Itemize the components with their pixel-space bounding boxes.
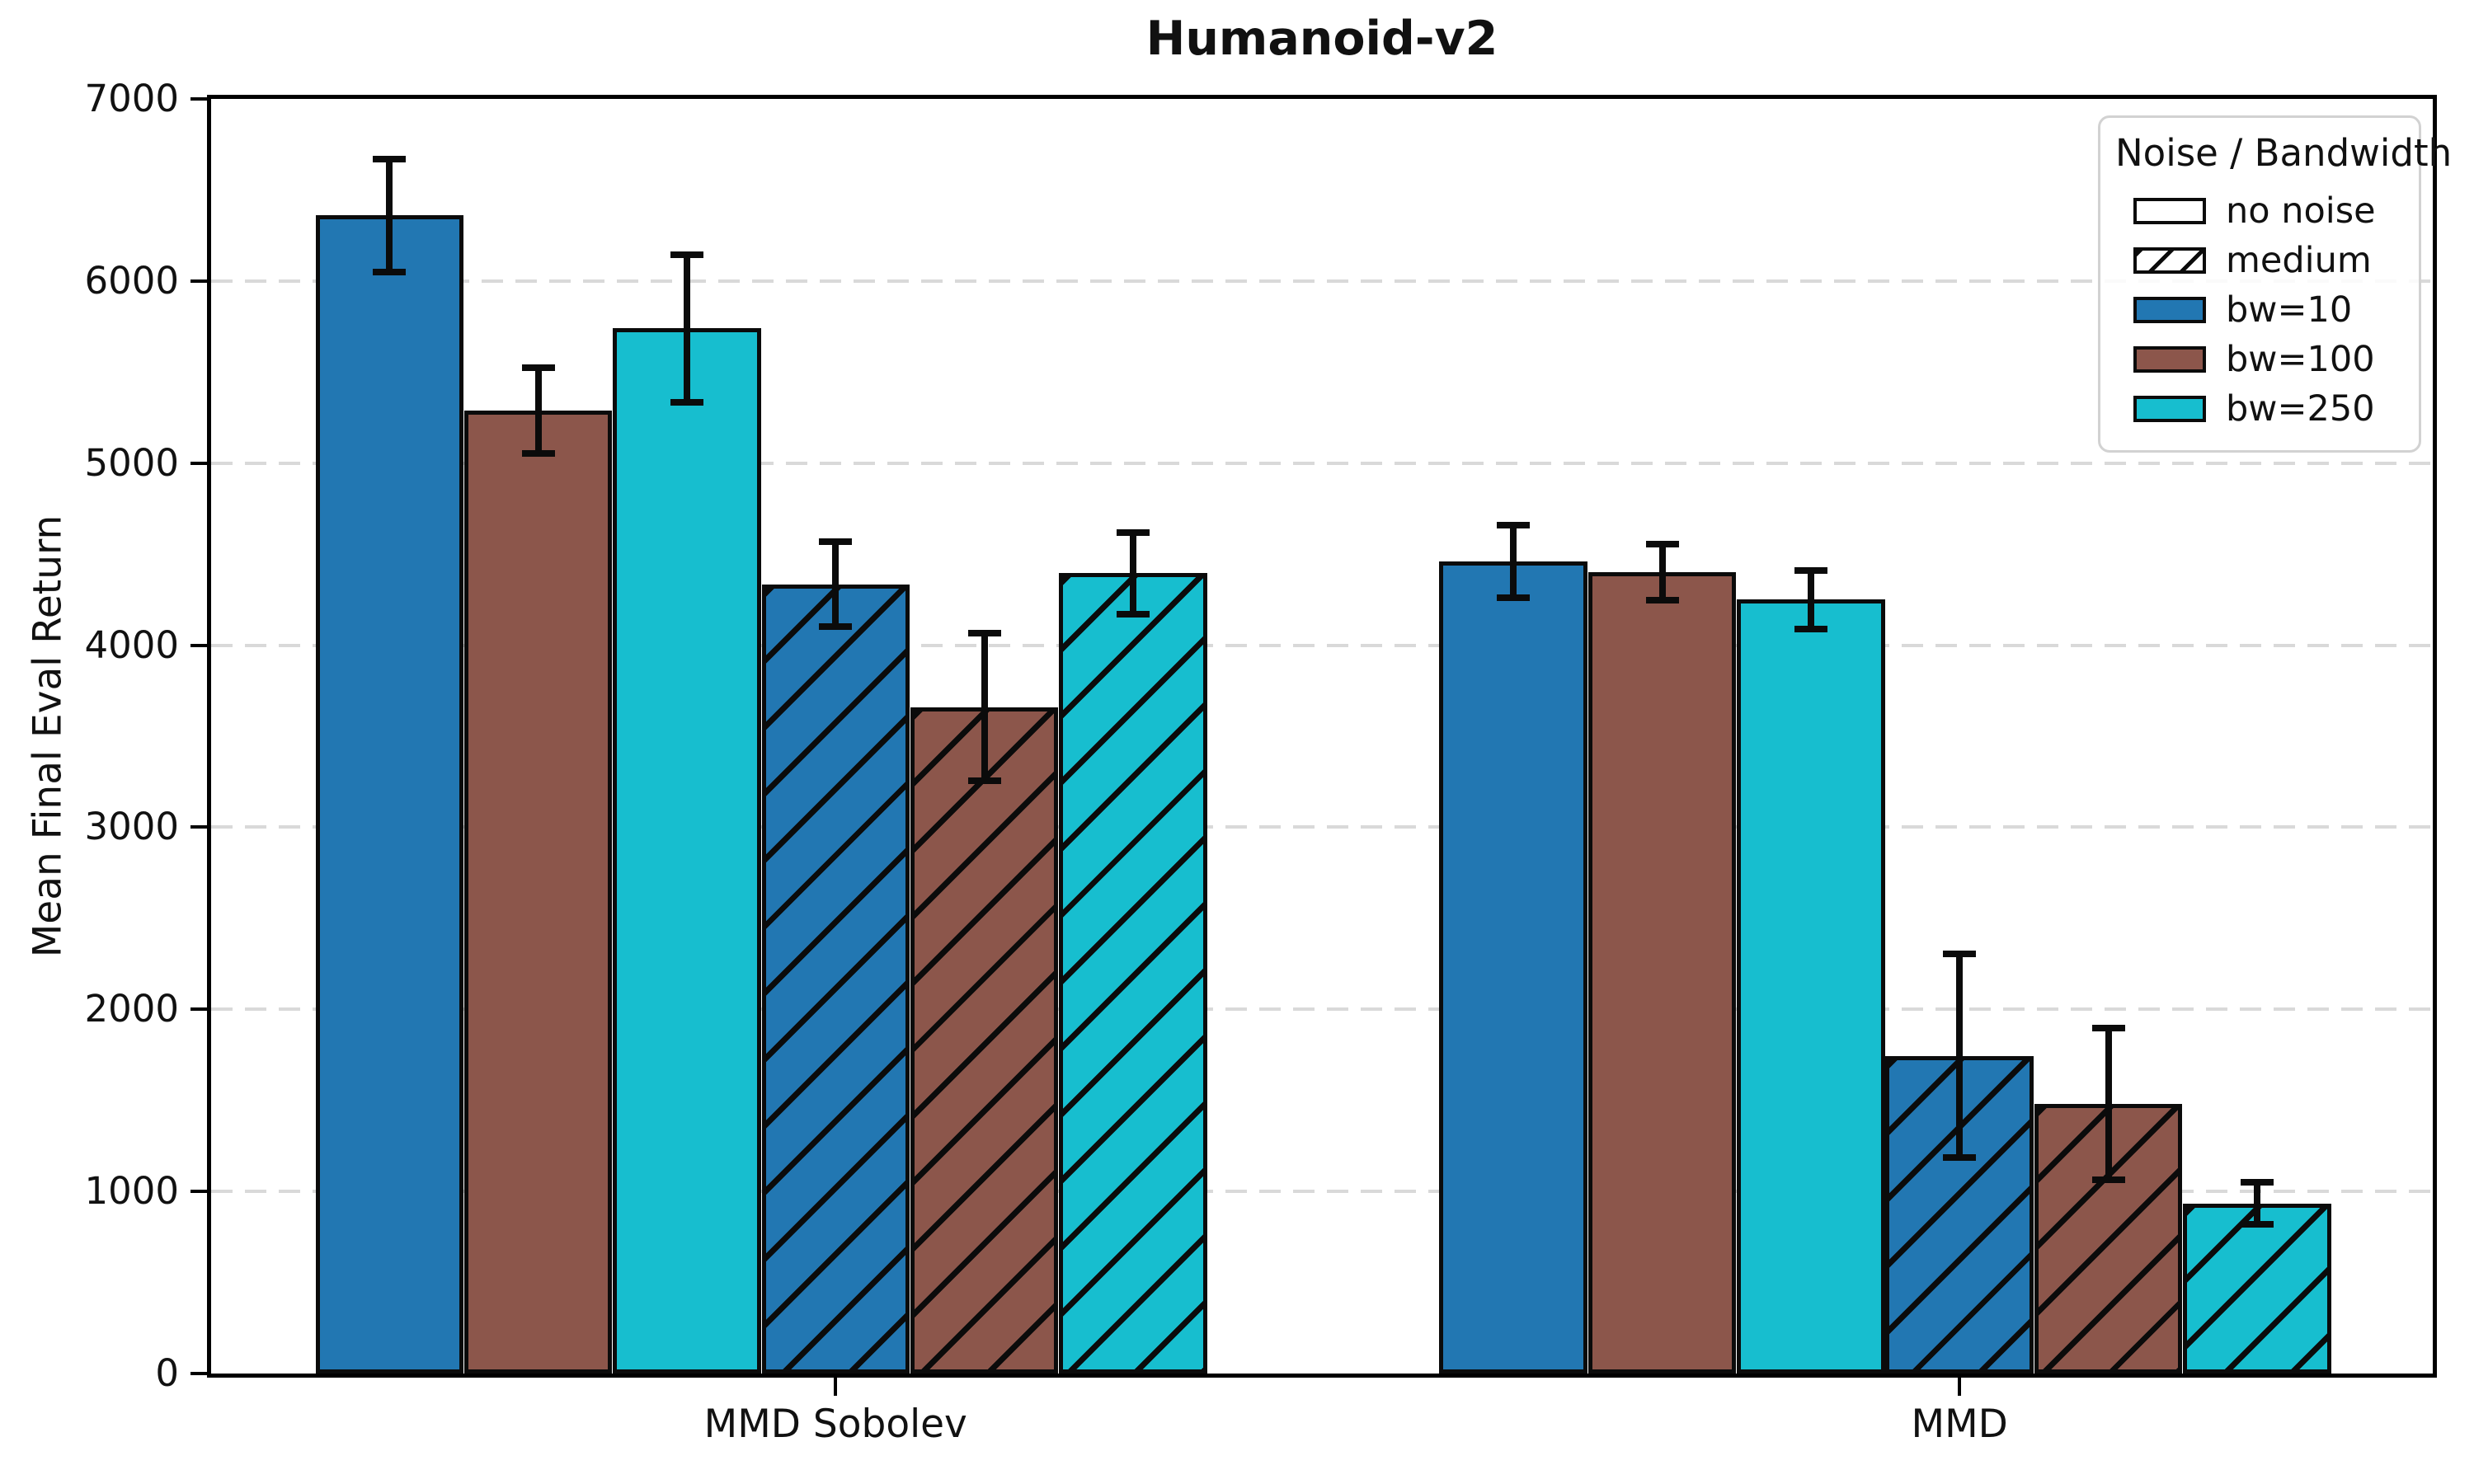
error-bar-line xyxy=(1956,953,1964,1158)
y-tick-label-0: 0 xyxy=(155,1351,179,1395)
error-bar-cap-top xyxy=(1116,528,1150,536)
legend-swatch-solid xyxy=(2133,346,2206,373)
plot-area: Noise / Bandwidth no noise medium bw=10 bw=… xyxy=(207,95,2453,1378)
error-bar-cap-top xyxy=(1943,950,1977,957)
y-tick-mark-7000 xyxy=(190,97,207,101)
x-tick-label-mmd-sobolev: MMD Sobolev xyxy=(703,1402,967,1447)
bar-mmd-no-noise-bw-10 xyxy=(1439,561,1587,1374)
legend-label: bw=100 xyxy=(2226,339,2375,380)
error-bar-cap-top xyxy=(1794,567,1827,575)
legend-entry-medium: medium xyxy=(2115,236,2404,285)
error-bar-cap-top xyxy=(1497,521,1531,528)
error-bar-cap-top xyxy=(2240,1179,2274,1186)
bar-mmd-medium-bw-250 xyxy=(2183,1203,2331,1374)
legend-swatch-solid xyxy=(2133,396,2206,422)
error-bar-cap-bottom xyxy=(521,449,555,457)
error-bar-line xyxy=(386,158,393,272)
y-tick-label-3000: 3000 xyxy=(84,805,179,849)
error-bar-cap-bottom xyxy=(1116,611,1150,618)
y-tick-mark-5000 xyxy=(190,461,207,465)
error-bar-cap-top xyxy=(373,155,407,162)
error-bar-cap-bottom xyxy=(670,398,703,406)
gridline-y-1000 xyxy=(211,1190,2433,1194)
y-tick-mark-3000 xyxy=(190,825,207,829)
x-tick-mark-0 xyxy=(834,1378,838,1396)
legend-label: no noise xyxy=(2226,190,2376,232)
error-bar-cap-top xyxy=(521,364,555,371)
error-bar-line xyxy=(2253,1182,2260,1224)
legend-entry-bw-10: bw=10 xyxy=(2115,285,2404,335)
legend-swatch-solid xyxy=(2133,198,2206,224)
error-bar-cap-bottom xyxy=(1794,625,1827,632)
legend-title: Noise / Bandwidth xyxy=(2115,131,2453,175)
legend-label: bw=250 xyxy=(2226,388,2375,430)
error-bar-cap-bottom xyxy=(2240,1220,2274,1228)
y-tick-label-1000: 1000 xyxy=(84,1169,179,1214)
error-bar-line xyxy=(2105,1028,2112,1180)
y-tick-label-7000: 7000 xyxy=(84,77,179,120)
error-bar-line xyxy=(1658,543,1666,601)
x-tick-label-mmd: MMD xyxy=(1911,1402,2008,1447)
error-bar-line xyxy=(1510,524,1517,599)
error-bar-line xyxy=(683,254,690,402)
bar-mmd-sobolev-medium-bw-10 xyxy=(761,584,910,1374)
bar-mmd-sobolev-no-noise-bw-250 xyxy=(613,328,761,1374)
y-tick-label-4000: 4000 xyxy=(84,622,179,667)
legend-entry-bw-250: bw=250 xyxy=(2115,384,2404,434)
legend-label: bw=10 xyxy=(2226,289,2353,331)
legend-label: medium xyxy=(2226,240,2372,281)
y-tick-mark-2000 xyxy=(190,1007,207,1012)
y-axis-label: Mean Final Eval Return xyxy=(25,514,71,958)
legend-swatch-hatched xyxy=(2133,247,2206,274)
gridline-y-3000 xyxy=(211,825,2433,829)
error-bar-line xyxy=(534,367,542,453)
error-bar-cap-bottom xyxy=(819,623,853,631)
error-bar-cap-bottom xyxy=(373,268,407,275)
legend-entry-no-noise: no noise xyxy=(2115,186,2404,236)
legend-swatch-solid xyxy=(2133,297,2206,323)
error-bar-cap-bottom xyxy=(967,777,1001,785)
error-bar-cap-bottom xyxy=(2091,1176,2125,1183)
y-tick-label-2000: 2000 xyxy=(84,987,179,1031)
legend-entries: no noise medium bw=10 bw=100 bw=250 xyxy=(2115,186,2404,434)
y-tick-mark-6000 xyxy=(190,279,207,283)
bar-mmd-sobolev-no-noise-bw-100 xyxy=(463,410,613,1374)
error-bar-cap-top xyxy=(670,251,703,258)
error-bar-cap-top xyxy=(2091,1025,2125,1032)
chart-title: Humanoid-v2 xyxy=(1145,12,1498,66)
error-bar-cap-bottom xyxy=(1497,594,1531,602)
legend: Noise / Bandwidth no noise medium bw=10 bw=… xyxy=(2098,115,2453,453)
error-bar-cap-top xyxy=(819,538,853,545)
bar-mmd-sobolev-no-noise-bw-10 xyxy=(315,215,463,1374)
y-tick-mark-4000 xyxy=(190,643,207,647)
y-tick-label-5000: 5000 xyxy=(84,440,179,485)
error-bar-cap-top xyxy=(967,630,1001,637)
error-bar-cap-bottom xyxy=(1943,1154,1977,1162)
gridline-y-6000 xyxy=(211,279,2433,283)
error-bar-line xyxy=(981,633,988,782)
error-bar-line xyxy=(832,541,840,627)
bar-mmd-sobolev-medium-bw-250 xyxy=(1059,573,1207,1374)
gridline-y-4000 xyxy=(211,643,2433,647)
y-tick-mark-0 xyxy=(190,1372,207,1375)
error-bar-line xyxy=(1129,532,1136,614)
bar-mmd-no-noise-bw-250 xyxy=(1737,599,1885,1374)
gridline-y-2000 xyxy=(211,1007,2433,1012)
error-bar-cap-bottom xyxy=(1645,597,1679,604)
legend-entry-bw-100: bw=100 xyxy=(2115,335,2404,384)
y-tick-mark-1000 xyxy=(190,1190,207,1194)
gridline-y-5000 xyxy=(211,461,2433,465)
x-tick-mark-1 xyxy=(1958,1378,1962,1396)
error-bar-line xyxy=(1807,571,1814,629)
bar-mmd-no-noise-bw-100 xyxy=(1587,572,1737,1374)
error-bar-cap-top xyxy=(1645,540,1679,547)
bar-mmd-sobolev-medium-bw-100 xyxy=(910,707,1059,1374)
y-tick-label-6000: 6000 xyxy=(84,258,179,303)
